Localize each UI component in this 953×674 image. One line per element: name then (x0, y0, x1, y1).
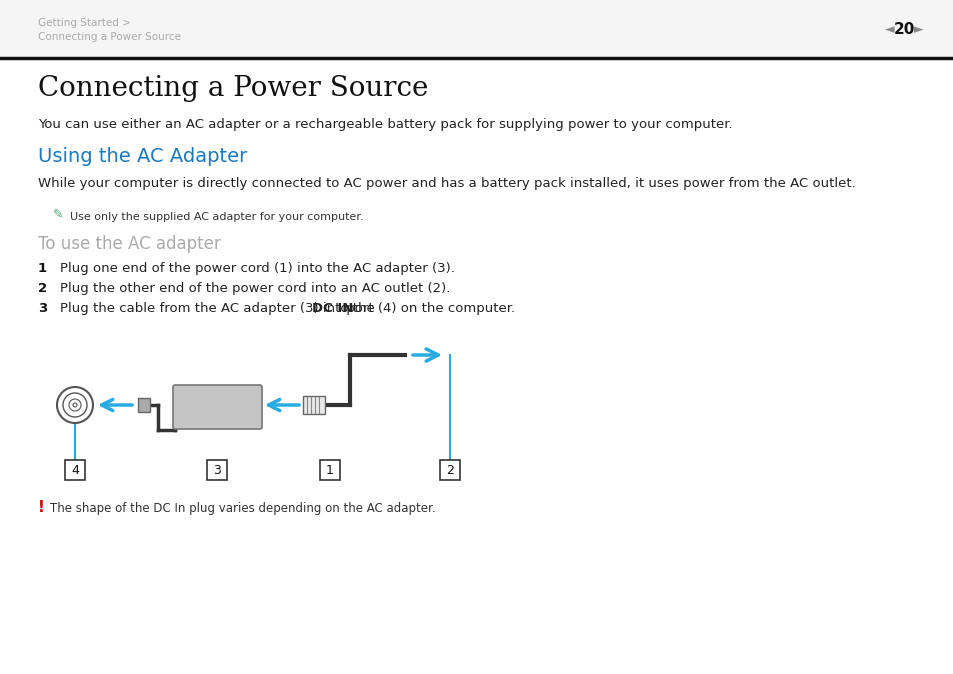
Text: DC IN: DC IN (312, 302, 353, 315)
Text: To use the AC adapter: To use the AC adapter (38, 235, 220, 253)
Text: Plug the other end of the power cord into an AC outlet (2).: Plug the other end of the power cord int… (60, 282, 450, 295)
Text: The shape of the DC In plug varies depending on the AC adapter.: The shape of the DC In plug varies depen… (50, 502, 436, 515)
Text: While your computer is directly connected to AC power and has a battery pack ins: While your computer is directly connecte… (38, 177, 855, 190)
Text: Plug the cable from the AC adapter (3) into the: Plug the cable from the AC adapter (3) i… (60, 302, 378, 315)
Text: Getting Started >: Getting Started > (38, 18, 131, 28)
Text: !: ! (38, 500, 45, 515)
Bar (319, 460, 339, 480)
Text: You can use either an AC adapter or a rechargeable battery pack for supplying po: You can use either an AC adapter or a re… (38, 118, 732, 131)
FancyBboxPatch shape (172, 385, 262, 429)
Text: 2: 2 (38, 282, 47, 295)
Text: Plug one end of the power cord (1) into the AC adapter (3).: Plug one end of the power cord (1) into … (60, 262, 455, 275)
Text: 4: 4 (71, 464, 79, 477)
Bar (138, 398, 150, 412)
Bar (207, 460, 227, 480)
Bar (65, 460, 85, 480)
Bar (303, 396, 325, 414)
Text: Using the AC Adapter: Using the AC Adapter (38, 147, 247, 166)
Text: Use only the supplied AC adapter for your computer.: Use only the supplied AC adapter for you… (70, 212, 363, 222)
Text: 2: 2 (446, 464, 454, 477)
Bar (0, 0, 953, 58)
Text: 1: 1 (326, 464, 334, 477)
Text: ✎: ✎ (52, 208, 63, 221)
Text: Connecting a Power Source: Connecting a Power Source (38, 75, 428, 102)
Text: ◄: ◄ (884, 24, 894, 36)
Text: port (4) on the computer.: port (4) on the computer. (341, 302, 515, 315)
Text: 3: 3 (38, 302, 48, 315)
Text: Connecting a Power Source: Connecting a Power Source (38, 32, 181, 42)
Text: 20: 20 (892, 22, 914, 38)
Text: 3: 3 (213, 464, 221, 477)
Text: 1: 1 (38, 262, 47, 275)
Text: ►: ► (913, 24, 923, 36)
Bar (439, 460, 459, 480)
